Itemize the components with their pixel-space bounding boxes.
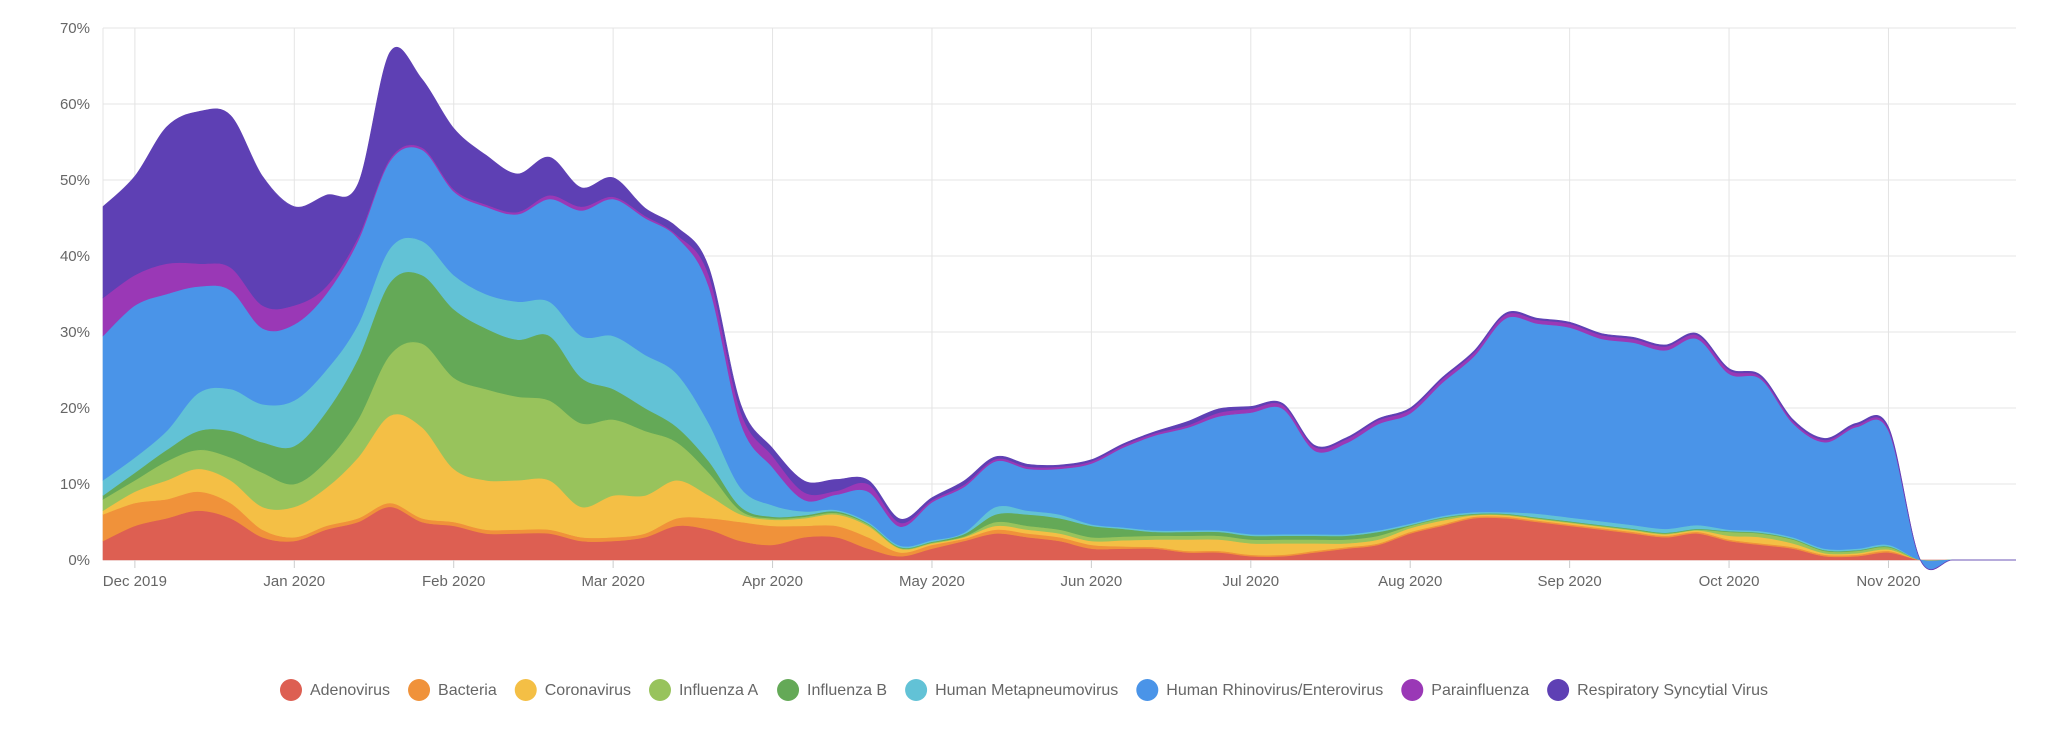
legend-label: Respiratory Syncytial Virus: [1577, 682, 1768, 699]
legend-swatch: [1547, 679, 1570, 701]
legend-swatch: [648, 679, 671, 701]
x-tick-label: Sep 2020: [1538, 573, 1602, 590]
x-tick-label: Feb 2020: [422, 573, 485, 590]
legend-item-influenza-a[interactable]: Influenza A: [648, 679, 759, 701]
legend-label: Coronavirus: [545, 682, 631, 699]
x-tick-label: Oct 2020: [1699, 573, 1760, 590]
x-tick-label: Aug 2020: [1378, 573, 1442, 590]
x-tick-label: Apr 2020: [742, 573, 803, 590]
legend-label: Influenza A: [679, 682, 759, 699]
y-axis: 0% 10% 20% 30% 40% 50% 60% 70%: [60, 20, 90, 569]
legend-item-human-metapneumovirus[interactable]: Human Metapneumovirus: [905, 679, 1118, 701]
y-tick-label: 60%: [60, 96, 90, 113]
x-tick-label: Jul 2020: [1222, 573, 1279, 590]
y-tick-label: 50%: [60, 172, 90, 189]
legend-label: Adenovirus: [310, 682, 390, 699]
y-tick-label: 0%: [68, 552, 90, 569]
x-tick-label: Nov 2020: [1856, 573, 1920, 590]
legend-swatch: [1401, 679, 1424, 701]
legend-label: Human Rhinovirus/Enterovirus: [1166, 682, 1383, 699]
legend-swatch: [905, 679, 928, 701]
legend-item-respiratory-syncytial-virus[interactable]: Respiratory Syncytial Virus: [1547, 679, 1768, 701]
x-tick-label: Jun 2020: [1061, 573, 1123, 590]
y-tick-label: 40%: [60, 248, 90, 265]
legend-label: Influenza B: [807, 682, 887, 699]
y-tick-label: 70%: [60, 20, 90, 37]
x-axis: Dec 2019 Jan 2020 Feb 2020 Mar 2020 Apr 2020…: [103, 560, 1921, 590]
legend-swatch: [1136, 679, 1159, 701]
area-series-group: [102, 46, 2016, 571]
x-tick-label: May 2020: [899, 573, 965, 590]
x-tick-label: Jan 2020: [263, 573, 325, 590]
legend-item-bacteria[interactable]: Bacteria: [408, 679, 497, 701]
y-tick-label: 20%: [60, 400, 90, 417]
legend-item-influenza-b[interactable]: Influenza B: [777, 679, 887, 701]
legend-swatch: [408, 679, 431, 701]
legend-item-coronavirus[interactable]: Coronavirus: [514, 679, 631, 701]
x-tick-label: Mar 2020: [581, 573, 644, 590]
y-tick-label: 10%: [60, 476, 90, 493]
x-tick-label: Dec 2019: [103, 573, 167, 590]
y-tick-label: 30%: [60, 324, 90, 341]
legend-item-human-rhinovirus-enterovirus[interactable]: Human Rhinovirus/Enterovirus: [1136, 679, 1383, 701]
legend-label: Parainfluenza: [1431, 682, 1529, 699]
legend: Adenovirus Bacteria Coronavirus Influenza A…: [279, 679, 1768, 701]
area-series-respiratory-syncytial-virus[interactable]: [102, 46, 2016, 571]
legend-swatch: [777, 679, 800, 701]
legend-item-parainfluenza[interactable]: Parainfluenza: [1401, 679, 1529, 701]
legend-label: Bacteria: [438, 682, 497, 699]
legend-swatch: [514, 679, 537, 701]
legend-label: Human Metapneumovirus: [935, 682, 1118, 699]
legend-swatch: [279, 679, 302, 701]
legend-item-adenovirus[interactable]: Adenovirus: [279, 679, 390, 701]
